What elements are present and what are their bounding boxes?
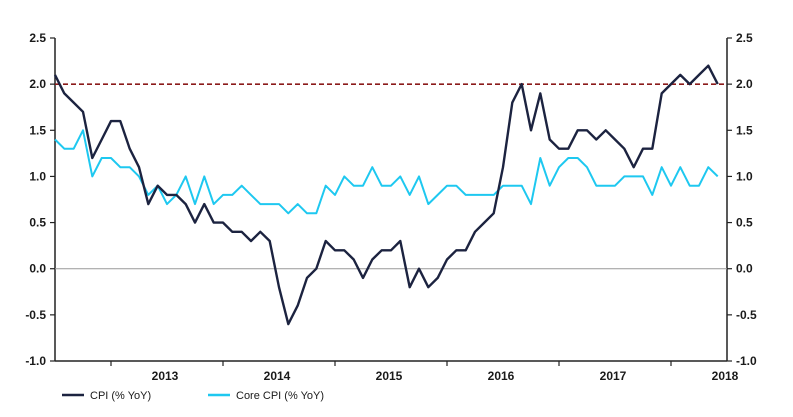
y-tick-label-left: 0.5 <box>29 216 46 230</box>
chart-series <box>53 64 719 326</box>
legend-label-core-cpi: Core CPI (% YoY) <box>236 390 324 402</box>
cpi-series-line <box>53 64 719 326</box>
y-tick-label-left: 1.5 <box>29 123 46 137</box>
x-tick-label: 2013 <box>152 369 179 383</box>
y-tick-label-left: 2.5 <box>29 31 46 45</box>
y-tick-label-right: 0.0 <box>736 262 753 276</box>
x-tick-label: 2014 <box>264 369 291 383</box>
y-tick-label-left: -0.5 <box>25 308 46 322</box>
chart-axes: 2.5 2.5 2.0 2.0 1.5 1.5 1.0 1.0 0.5 0.5 0.0 0.0 -0.5… <box>25 31 757 383</box>
y-tick-label-right: -1.0 <box>736 354 757 368</box>
reference-lines <box>55 83 727 270</box>
x-tick-label: 2015 <box>376 369 403 383</box>
y-tick-label-left: -1.0 <box>25 354 46 368</box>
y-tick-label-right: 0.5 <box>736 216 753 230</box>
y-tick-label-left: 0.0 <box>29 262 46 276</box>
y-tick-label-right: -0.5 <box>736 308 757 322</box>
x-tick-label: 2018 <box>712 369 739 383</box>
y-tick-label-right: 2.0 <box>736 77 753 91</box>
y-tick-label-right: 2.5 <box>736 31 753 45</box>
legend-label-cpi: CPI (% YoY) <box>90 390 151 402</box>
x-tick-label: 2016 <box>488 369 515 383</box>
core-cpi-series-line <box>54 129 719 215</box>
y-tick-label-left: 2.0 <box>29 77 46 91</box>
y-tick-label-right: 1.5 <box>736 123 753 137</box>
x-tick-label: 2017 <box>600 369 627 383</box>
y-tick-label-right: 1.0 <box>736 169 753 183</box>
y-tick-label-left: 1.0 <box>29 169 46 183</box>
chart-legend: CPI (% YoY) Core CPI (% YoY) <box>62 390 324 402</box>
